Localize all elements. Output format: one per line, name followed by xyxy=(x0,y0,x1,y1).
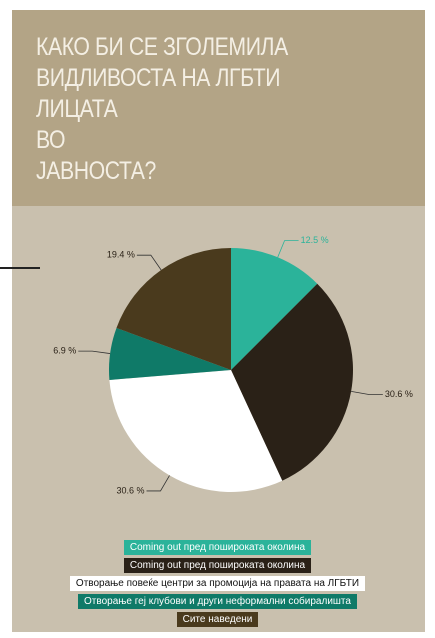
data-label: 12.5 % xyxy=(301,235,329,245)
leader-line xyxy=(78,350,111,354)
legend-item: Отворање повеќе центри за промоција на п… xyxy=(69,576,366,591)
pie-slice xyxy=(109,370,283,492)
header: КАКО БИ СЕ ЗГОЛЕМИЛА ВИДЛИВОСТА НА ЛГБТИ… xyxy=(12,10,425,206)
pie-slice xyxy=(231,283,353,481)
data-label: 6.9 % xyxy=(53,346,76,356)
data-label: 30.6 % xyxy=(385,389,413,399)
leader-line xyxy=(277,240,299,258)
data-label: 19.4 % xyxy=(107,250,135,260)
legend-item: Coming out пред поширoката околина xyxy=(123,558,312,573)
legend-item: Coming out пред поширoката околина xyxy=(123,540,312,555)
legend-item: Сите наведени xyxy=(176,612,259,627)
leader-line xyxy=(351,390,383,395)
pie-slice xyxy=(116,248,231,370)
leader-line xyxy=(146,475,170,492)
leader-line xyxy=(136,254,162,271)
legend-item: Отворање геј клубови и други неформални … xyxy=(78,594,357,609)
infographic: КАКО БИ СЕ ЗГОЛЕМИЛА ВИДЛИВОСТА НА ЛГБТИ… xyxy=(12,10,425,632)
pie-slice xyxy=(109,327,231,380)
chart-title: КАКО БИ СЕ ЗГОЛЕМИЛА ВИДЛИВОСТА НА ЛГБТИ… xyxy=(36,33,288,185)
pie-slice xyxy=(231,248,318,370)
data-label: 30.6 % xyxy=(116,485,144,495)
legend: Coming out пред поширoката околина Coming… xyxy=(0,540,435,630)
